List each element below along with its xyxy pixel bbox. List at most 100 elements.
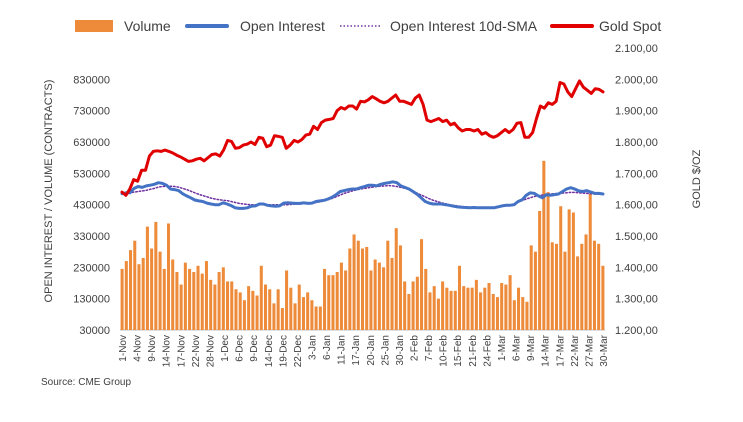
y-right-tick-label: 1.700,00 [615,168,658,180]
volume-bar [483,287,487,330]
open-interest-sma-line [121,184,604,209]
volume-bar [601,265,605,330]
volume-bar [521,297,525,330]
volume-bar [137,264,141,330]
x-tick-label: 28-Nov [206,335,217,367]
volume-bar [576,256,580,330]
volume-bar [360,248,365,330]
x-tick-label: 15-Feb [453,335,464,367]
x-tick-label: 22-Dec [293,335,304,367]
volume-bar [179,284,183,330]
legend-swatch-volume [75,20,113,32]
volume-bar [420,239,424,330]
y-right-tick-label: 1.200,00 [615,325,658,337]
volume-bar [129,250,133,330]
volume-bar [474,279,478,330]
x-tick-label: 9-Mar [526,334,537,361]
y-left-tick-label: 430000 [73,200,110,212]
volume-bar [554,243,559,330]
volume-bar [512,300,516,330]
x-tick-label: 17-Jan [351,335,362,366]
legend-label: Gold Spot [599,18,661,34]
volume-bar [280,308,284,330]
volume-bar [369,270,373,330]
volume-bar [386,240,390,330]
volume-bar [529,245,533,330]
x-tick-label: 24-Feb [482,335,493,367]
volume-bar [453,290,457,330]
volume-bar [462,286,466,330]
volume-bar [580,243,584,330]
volume-bar [272,303,276,330]
volume-bar [559,206,563,330]
volume-bar [213,284,217,330]
volume-bar [166,223,171,330]
volume-bar [504,284,508,330]
x-tick-label: 30-Jan [395,335,406,366]
x-tick-label: 14-Dec [264,335,275,367]
volume-bar [238,292,242,330]
x-tick-label: 30-Mar [599,334,610,366]
volume-bar [377,262,381,330]
volume-bar [411,281,415,330]
volume-bar [550,242,554,330]
volume-bar [348,248,352,330]
volume-bar [141,257,145,330]
volume-bar [251,290,255,330]
volume-bar [162,268,166,330]
x-tick-label: 20-Jan [366,335,377,366]
y-left-tick-label: 830000 [73,74,110,86]
volume-bar [344,270,348,330]
open-interest-line [120,180,605,210]
volume-bar [390,257,394,330]
x-tick-label: 22-Mar [570,334,581,366]
volume-bar [268,289,272,330]
volume-bar [356,240,360,330]
volume-bar [491,293,495,330]
x-tick-label: 3-Jan [308,335,319,360]
y-left-tick-label: 730000 [73,106,110,118]
volume-bar [175,272,179,330]
y-right-tick-label: 1.300,00 [615,294,658,306]
volume-bar [154,221,158,330]
volume-bar [318,306,322,330]
x-tick-label: 1-Nov [118,335,129,362]
volume-bar [571,212,575,330]
volume-bar [466,287,470,330]
x-tick-label: 14-Mar [541,334,552,366]
volume-bar [436,298,440,330]
x-tick-label: 21-Feb [468,335,479,367]
y-left-tick-label: 130000 [73,294,110,306]
y-left-tick-label: 630000 [73,137,110,149]
volume-bar [289,287,293,330]
volume-bar [209,279,213,330]
x-tick-label: 19-Dec [278,335,289,367]
volume-bar [310,300,314,330]
volume-bar [335,272,339,330]
volume-bar [217,272,221,330]
y-right-axis-title: GOLD $/OZ [691,149,703,208]
volume-bar [538,210,542,330]
y-left-tick-label: 530000 [73,168,110,180]
y-right-tick-label: 1.400,00 [615,262,658,274]
volume-bar [230,281,234,330]
volume-bar [339,262,343,330]
volume-bar [183,262,187,330]
volume-bar [525,301,529,330]
volume-bar [247,286,251,330]
volume-bar [226,281,230,330]
x-tick-label: 2-Feb [410,335,421,362]
x-tick-label: 6-Jan [322,335,333,360]
x-tick-label: 6-Mar [512,334,523,361]
volume-bar [441,281,445,330]
x-tick-label: 1-Dec [220,335,231,362]
volume-bar [470,287,474,330]
volume-bar [234,289,238,330]
legend-label: Volume [124,18,171,34]
x-tick-label: 4-Nov [133,335,144,362]
x-tick-label: 27-Mar [584,334,595,366]
y-left-tick-label: 330000 [73,231,110,243]
volume-bar [259,265,263,330]
volume-bar [297,284,301,330]
